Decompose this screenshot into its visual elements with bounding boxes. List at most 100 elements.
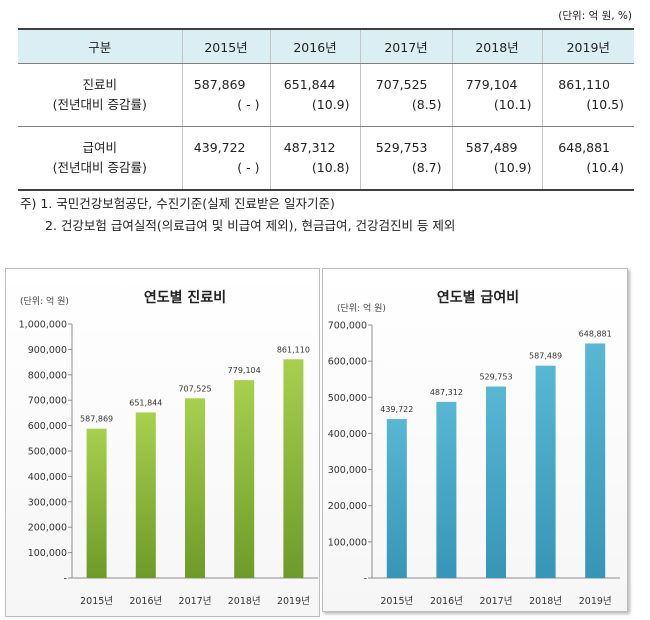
bar (135, 412, 156, 578)
y-tick-label: 400,000 (28, 472, 67, 483)
cell-value: 779,104 (465, 77, 518, 92)
data-label: 779,104 (228, 366, 261, 375)
row-label: 급여비 (82, 140, 117, 155)
x-tick-label: 2019년 (579, 596, 612, 607)
cell-rate: (10.5) (586, 97, 624, 112)
unit-note: (단위: 억 원, %) (558, 10, 632, 22)
bar (185, 398, 205, 578)
cell-rate: (10.9) (493, 160, 532, 175)
cell-value: 487,312 (283, 140, 336, 155)
cell-value: 587,869 (193, 77, 246, 92)
row-label-cell: 진료비 (전년대비 증감률) (18, 63, 182, 127)
cell-value: 587,489 (465, 140, 518, 155)
bar (535, 365, 556, 578)
cell-rate: (10.9) (311, 97, 350, 112)
table-header-cell: 2019년 (541, 28, 634, 64)
x-tick-label: 2015년 (380, 596, 413, 607)
chart-unit-label: (단위: 억 원) (20, 295, 69, 307)
data-label: 707,525 (178, 384, 211, 393)
bar (486, 386, 506, 578)
x-tick-label: 2018년 (228, 596, 261, 607)
table-cell: 439,722 ( - ) (181, 126, 270, 191)
y-tick-label: 800,000 (28, 370, 67, 381)
y-tick-label: 400,000 (328, 429, 367, 440)
y-tick-label: - (364, 574, 367, 585)
cell-rate: (8.5) (411, 97, 442, 112)
footnote-1: 주) 1. 국민건강보험공단, 수진기준(실제 진료받은 일자기준) (20, 196, 335, 211)
table-cell: 861,110 (10.5) (541, 63, 634, 127)
data-label: 651,844 (129, 398, 162, 407)
table-cell: 487,312 (10.8) (269, 126, 360, 191)
y-tick-label: - (64, 574, 67, 585)
table-row: 진료비 (전년대비 증감률) 587,869 ( - ) 651,844 (10… (18, 63, 634, 127)
y-tick-label: 1,000,000 (19, 320, 67, 331)
y-tick-label: 700,000 (28, 396, 67, 407)
bar (283, 359, 304, 578)
treatment-cost-chart-svg: 연도별 진료비 (단위: 억 원) - 100,000 200,000 300,000… (19, 289, 318, 607)
cell-value: 651,844 (283, 77, 336, 92)
data-label: 648,881 (579, 329, 612, 338)
data-label: 861,110 (277, 345, 310, 354)
data-label: 529,753 (479, 373, 512, 382)
data-label: 439,722 (380, 405, 413, 414)
y-tick-label: 700,000 (328, 321, 367, 332)
table-row: 급여비 (전년대비 증감률) 439,722 ( - ) 487,312 (10… (18, 126, 634, 191)
bar (234, 380, 255, 578)
y-tick-label: 600,000 (28, 421, 67, 432)
cell-rate: ( - ) (237, 160, 260, 175)
cell-value: 861,110 (558, 77, 610, 92)
plot-area: - 100,000 200,000 300,000 400,000 500,000 600,… (328, 321, 620, 607)
table-cell: 779,104 (10.1) (451, 63, 542, 127)
table-header-cell: 구분 (18, 28, 182, 64)
table-cell: 707,525 (8.5) (359, 63, 452, 127)
chart-title: 연도별 진료비 (144, 289, 226, 306)
x-tick-label: 2019년 (277, 596, 310, 607)
chart-title: 연도별 급여비 (437, 289, 519, 306)
cell-value: 648,881 (558, 140, 610, 155)
x-tick-label: 2016년 (430, 596, 463, 607)
x-tick-label: 2018년 (529, 596, 562, 607)
table-cell: 587,869 ( - ) (181, 63, 270, 127)
row-sublabel: (전년대비 증감률) (52, 97, 147, 112)
cell-value: 529,753 (375, 140, 428, 155)
table-header-cell: 2017년 (359, 28, 452, 64)
y-tick-label: 100,000 (328, 537, 367, 548)
plot-area: - 100,000 200,000 300,000 400,000 500,000 600,… (19, 320, 318, 607)
table-cell: 587,489 (10.9) (451, 126, 542, 191)
benefit-cost-chart: 연도별 급여비 (단위: 억 원) - 100,000 200,000 300,000… (322, 268, 628, 612)
table-header-cell: 2018년 (451, 28, 542, 64)
bar (86, 428, 107, 578)
cell-value: 707,525 (375, 77, 428, 92)
row-sublabel: (전년대비 증감률) (52, 160, 147, 175)
cell-rate: (10.1) (493, 97, 532, 112)
y-tick-label: 200,000 (328, 501, 367, 512)
footnote-2: 2. 건강보험 급여실적(의료급여 및 비급여 제외), 현금급여, 건강검진비… (45, 218, 456, 233)
cell-rate: (8.7) (411, 160, 442, 175)
x-tick-label: 2017년 (179, 596, 212, 607)
data-label: 487,312 (430, 388, 463, 397)
y-tick-label: 200,000 (28, 523, 67, 534)
y-tick-label: 500,000 (28, 447, 67, 458)
data-label: 587,869 (80, 415, 113, 424)
x-tick-label: 2017년 (480, 596, 513, 607)
y-tick-label: 900,000 (28, 345, 67, 356)
table-cell: 648,881 (10.4) (541, 126, 634, 191)
treatment-cost-chart: 연도별 진료비 (단위: 억 원) - 100,000 200,000 300,000… (5, 268, 320, 617)
table-header-cell: 2016년 (269, 28, 360, 64)
table-header-cell: 2015년 (181, 28, 270, 64)
y-tick-label: 600,000 (328, 357, 367, 368)
y-tick-label: 300,000 (328, 465, 367, 476)
y-tick-label: 300,000 (28, 497, 67, 508)
row-label-cell: 급여비 (전년대비 증감률) (18, 126, 182, 191)
table-cell: 529,753 (8.7) (359, 126, 452, 191)
bar (436, 401, 457, 578)
bar (386, 419, 407, 578)
cell-value: 439,722 (193, 140, 246, 155)
chart-unit-label: (단위: 억 원) (337, 302, 386, 314)
bar (585, 343, 606, 578)
x-tick-label: 2016년 (129, 596, 162, 607)
y-tick-label: 500,000 (328, 393, 367, 404)
benefit-cost-chart-svg: 연도별 급여비 (단위: 억 원) - 100,000 200,000 300,000… (328, 289, 620, 607)
data-label: 587,489 (529, 352, 562, 361)
cell-rate: (10.8) (311, 160, 350, 175)
